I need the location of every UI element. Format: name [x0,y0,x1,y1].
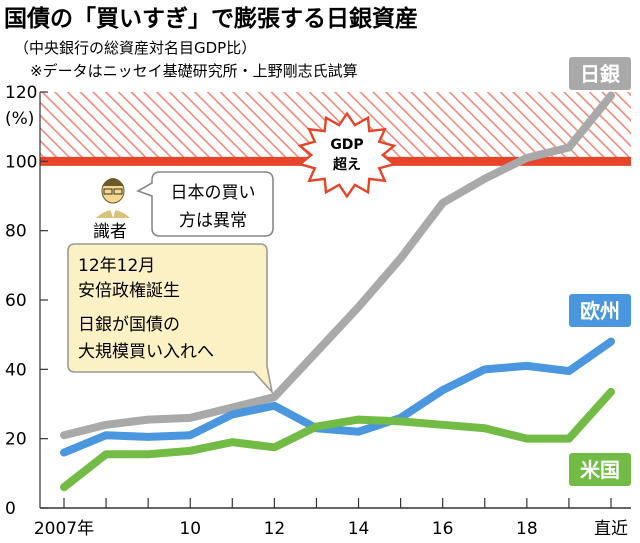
y-tick-label: 80 [5,222,27,242]
series-line-ecb [60,337,615,457]
series-line-fed [60,387,615,492]
series-line-boj [60,91,615,440]
y-tick-label: 40 [5,360,27,380]
callout-line-3: 日銀が国債の [78,315,180,335]
callout-box [67,243,274,395]
expert-tag: 識者 [93,222,127,242]
speech-bubble-line-2: 方は異常 [179,211,247,231]
series-label-ecb: 欧州 [580,299,620,323]
y-tick-label: 0 [5,499,16,519]
chart-subtitle: （中央銀行の総資産対名目GDP比） [14,39,256,57]
expert-tag-box [84,218,136,242]
axis-layer: 2007年 10 12 14 16 18 直近 [34,91,631,539]
chart-title: 国債の「買いすぎ」で膨張する日銀資産 [4,5,418,32]
callout-line-1: 12年12月 [78,256,155,276]
y-tick-label: 60 [5,291,27,311]
callout-line-4: 大規模買い入れへ [78,342,214,362]
series-badge-ecb [569,294,631,327]
series-badge-boj [569,57,631,90]
gdp-exceeded-label: 超え [332,156,361,173]
starburst-shape [297,111,397,199]
expert-figure-icon [92,178,134,222]
speech-bubble [136,171,274,237]
chart-note: ※データはニッセイ基礎研究所・上野剛志氏試算 [30,62,358,80]
x-tick-label: 16 [432,519,454,539]
y-tick-label: 20 [5,430,27,450]
x-tick-label: 14 [348,519,370,539]
x-tick-label: 18 [516,519,538,539]
series-label-boj: 日銀 [580,62,620,86]
series-badge-fed [569,453,631,486]
tick-layer: 0 20 40 60 80 100 120 (%) [5,83,37,519]
gdp-exceeded-badge: GDP 超え [297,111,397,199]
callout-line-2: 安倍政権誕生 [78,281,180,301]
y-tick-label: 120 [5,83,37,103]
x-tick-label: 12 [264,519,286,539]
gdp-label: GDP [330,137,363,153]
x-tick-label: 10 [179,519,201,539]
speech-bubble-line-1: 日本の買い [171,183,256,203]
series-label-fed: 米国 [580,458,620,482]
x-tick-label: 直近 [594,519,628,539]
series-layer [60,91,615,492]
y-unit-label: (%) [5,109,34,129]
y-tick-label: 100 [5,152,37,172]
x-tick-label: 2007年 [34,519,94,539]
